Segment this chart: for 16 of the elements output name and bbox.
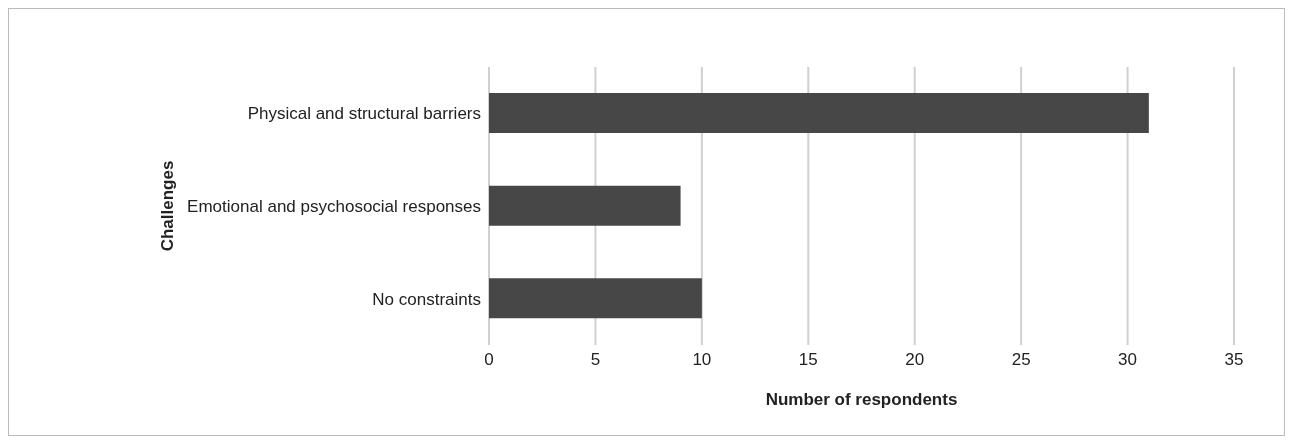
x-axis-title: Number of respondents xyxy=(765,390,958,409)
y-tick-label: Emotional and psychosocial responses xyxy=(187,197,481,217)
x-tick-label: 5 xyxy=(590,350,601,370)
bar xyxy=(489,278,702,319)
x-tick-label: 30 xyxy=(1118,350,1138,370)
bar xyxy=(489,185,681,226)
x-tick-label: 25 xyxy=(1011,350,1031,370)
bar xyxy=(489,93,1149,133)
x-tick-label: 0 xyxy=(484,350,494,370)
y-tick-label: No constraints xyxy=(372,289,481,309)
y-axis-title: Challenges xyxy=(158,160,178,252)
x-tick-label: 15 xyxy=(798,350,818,370)
x-tick-label: 20 xyxy=(905,350,925,370)
x-tick-label: 10 xyxy=(692,350,712,370)
y-tick-label: Physical and structural barriers xyxy=(247,104,481,124)
x-tick-label: 35 xyxy=(1224,350,1244,370)
